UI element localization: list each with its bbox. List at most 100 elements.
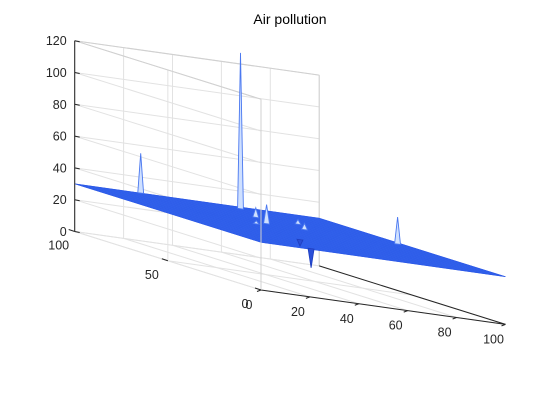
y-tick-label: 0 — [242, 297, 249, 311]
mesh-line — [179, 216, 424, 252]
box-edge — [74, 40, 262, 100]
mesh-line — [89, 188, 335, 224]
x-tick-mark — [452, 317, 457, 320]
z-tick-mark — [74, 199, 80, 202]
mesh-line — [231, 232, 476, 268]
mesh-line — [197, 222, 443, 257]
surface-plane — [74, 183, 506, 277]
mesh-line — [193, 221, 439, 256]
mesh-line — [126, 200, 372, 235]
mesh-line — [246, 237, 491, 273]
spike-mark — [307, 247, 315, 268]
mesh-line — [238, 235, 484, 270]
mesh-line — [186, 218, 432, 254]
mesh-line — [108, 194, 353, 229]
x-tick-mark — [354, 303, 359, 306]
spike-mark — [252, 206, 260, 219]
z-tick-mark — [74, 167, 80, 170]
x-tick-label: 60 — [389, 319, 403, 333]
z-tick-mark — [74, 40, 80, 43]
mesh-line — [111, 195, 357, 231]
z-tick-mark — [74, 135, 80, 138]
x-tick-label: 80 — [438, 326, 452, 340]
chart-title: Air pollution — [253, 11, 326, 27]
mesh-line — [257, 240, 502, 276]
mesh-line — [138, 203, 383, 239]
mesh-line — [167, 212, 413, 248]
spike-mark — [263, 204, 271, 225]
x-tick-mark — [305, 296, 311, 299]
mesh-line — [115, 196, 361, 232]
mesh-line — [208, 225, 454, 261]
mesh-line — [227, 231, 472, 267]
spike-mark — [300, 222, 309, 231]
grid-lines — [74, 40, 506, 325]
mesh-line — [78, 184, 323, 220]
mesh-line — [249, 238, 495, 274]
mesh-line — [134, 202, 379, 238]
mesh-line — [201, 223, 446, 259]
mesh-line — [223, 230, 469, 266]
grid-line-x — [123, 237, 311, 298]
x-tick-label: 100 — [483, 332, 504, 346]
mesh-line — [130, 201, 376, 236]
mesh-line — [160, 210, 405, 246]
spike-mark — [296, 238, 304, 248]
mesh-line — [190, 219, 435, 255]
y-tick-label: 100 — [48, 239, 69, 253]
mesh-line — [152, 208, 398, 243]
x-tick-label: 20 — [291, 305, 305, 319]
mesh-line — [242, 236, 487, 272]
mesh-line — [212, 226, 458, 262]
grid-line-z — [74, 135, 320, 171]
mesh-line — [234, 233, 480, 269]
x-tick-mark — [501, 323, 506, 327]
mesh-line — [123, 198, 368, 234]
x-tick-mark — [403, 310, 408, 313]
grid-line-x — [172, 244, 359, 305]
y-axis-line — [319, 265, 506, 325]
mesh-line — [175, 215, 420, 250]
mesh-line — [253, 239, 499, 275]
grid-line-z — [74, 103, 320, 140]
x-tick-label: 0 — [246, 298, 253, 312]
mesh-line — [104, 192, 350, 228]
box-edge — [74, 40, 320, 76]
z-tick-mark — [74, 231, 80, 233]
spike-mark — [294, 218, 302, 226]
mesh-line — [149, 207, 394, 242]
z-tick-label: 40 — [53, 161, 67, 175]
z-tick-mark — [74, 72, 80, 74]
mesh-line — [82, 185, 327, 221]
z-tick-label: 100 — [46, 66, 67, 80]
x-tick-label: 40 — [340, 312, 354, 326]
spike-mark — [252, 220, 261, 225]
mesh-line — [156, 209, 402, 245]
x-axis-line — [260, 289, 506, 325]
mesh-line — [85, 187, 331, 222]
mesh-line — [164, 211, 409, 247]
spike-mark — [137, 153, 145, 195]
mesh-line — [119, 197, 364, 233]
spike-mark — [394, 216, 402, 246]
mesh-line — [100, 191, 346, 227]
mesh-line — [74, 183, 320, 219]
mesh-line — [182, 217, 428, 253]
mesh-line — [97, 190, 342, 226]
mesh-line — [260, 242, 506, 277]
z-tick-label: 120 — [46, 34, 67, 48]
mesh-line — [319, 218, 506, 277]
grid-line-y — [167, 260, 413, 296]
z-tick-mark — [74, 103, 80, 106]
z-tick-label: 60 — [53, 130, 67, 144]
grid-line-y — [74, 231, 320, 267]
grid-line-z — [74, 167, 320, 203]
y-tick-mark — [161, 258, 169, 262]
z-tick-label: 0 — [60, 225, 67, 239]
spike-series — [137, 52, 402, 268]
y-tick-mark — [254, 287, 262, 291]
mesh-line — [93, 189, 338, 225]
grid-line-x — [221, 251, 408, 312]
mesh-line — [216, 228, 461, 263]
